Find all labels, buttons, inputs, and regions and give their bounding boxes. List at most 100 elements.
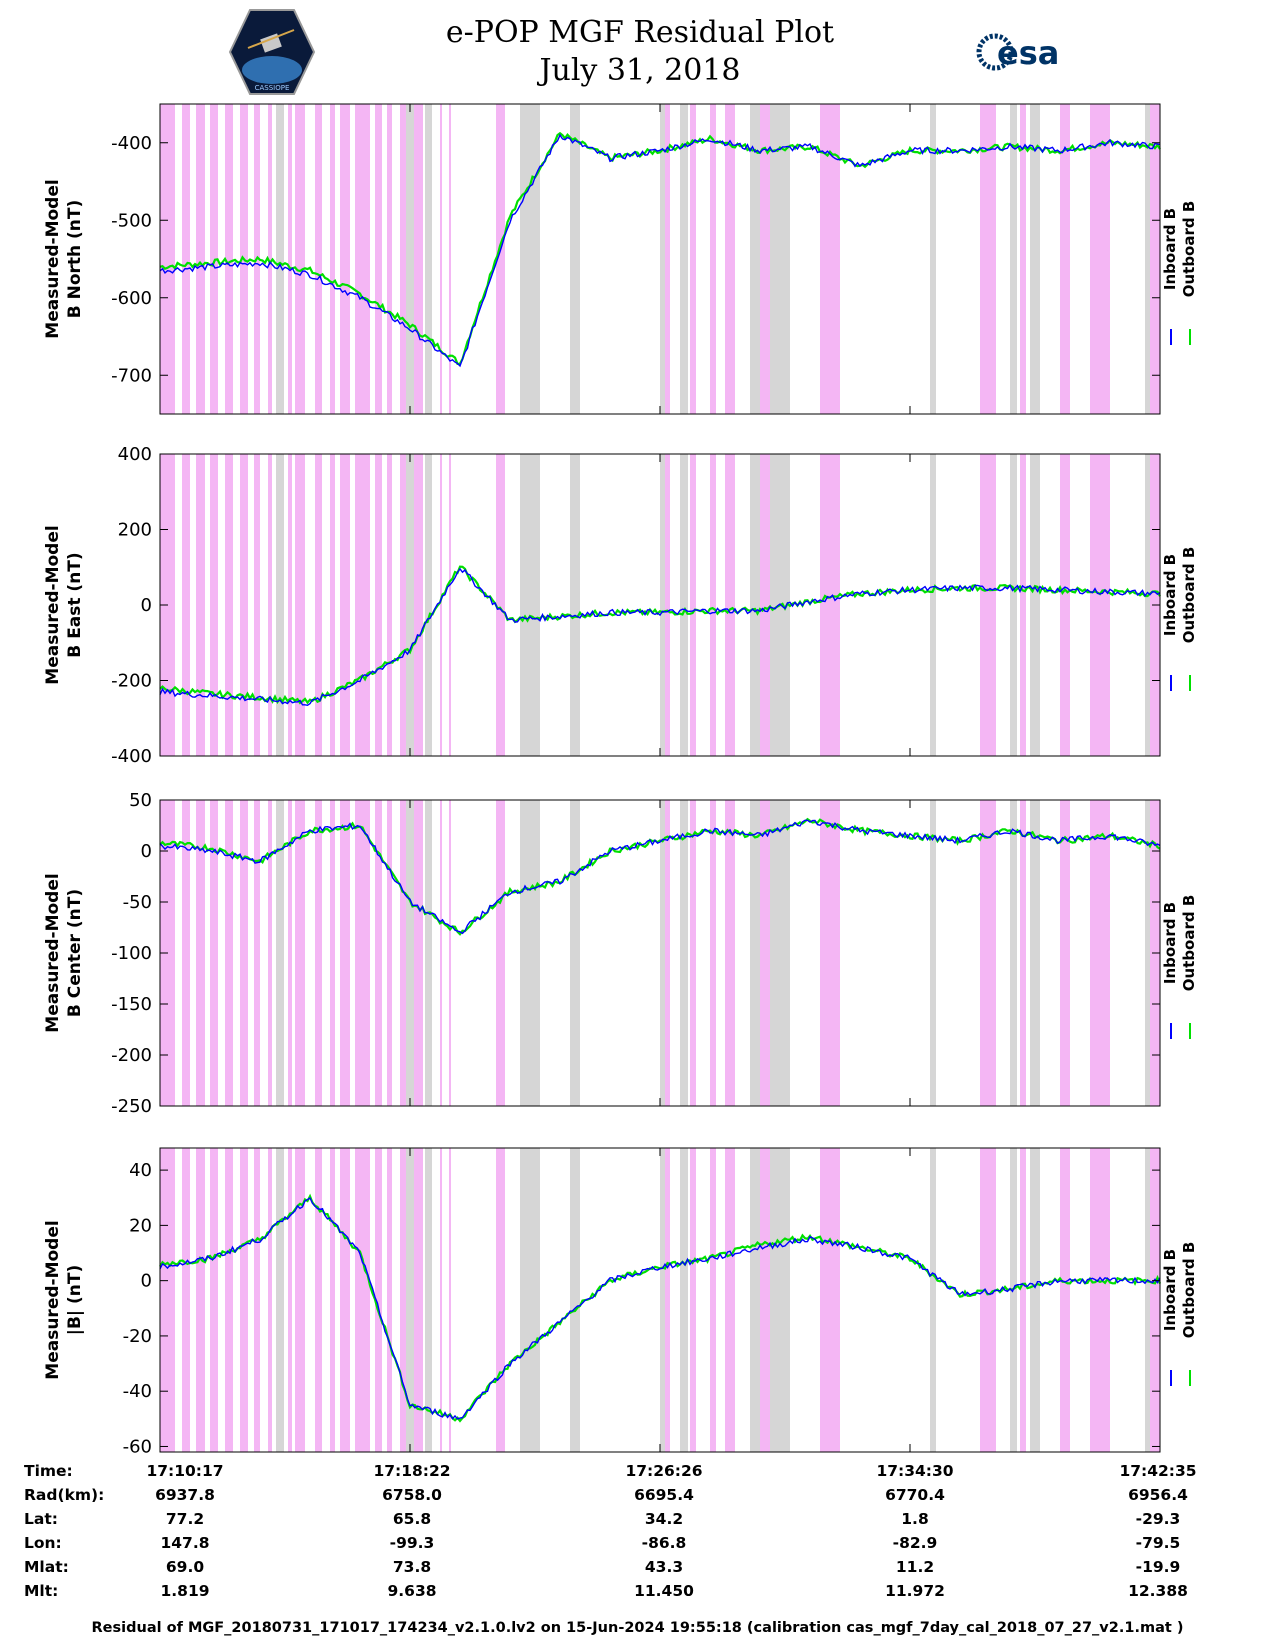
pink-band xyxy=(400,104,408,414)
gray-band xyxy=(660,104,665,414)
pink-band xyxy=(330,1148,335,1452)
pink-band xyxy=(288,800,292,1106)
info-cell: 11.972 xyxy=(885,1582,945,1600)
y-tick-label: 50 xyxy=(129,790,152,811)
pink-band xyxy=(1020,1148,1026,1452)
legend: Inboard BOutboard B xyxy=(1161,1242,1198,1339)
pink-band xyxy=(760,800,770,1106)
y-tick-label: 400 xyxy=(118,444,152,465)
info-cell: 43.3 xyxy=(644,1558,684,1576)
info-cell: 9.638 xyxy=(387,1582,437,1600)
pink-band xyxy=(710,1148,716,1452)
gray-band xyxy=(425,104,432,414)
y-tick-label: -40 xyxy=(123,1381,152,1402)
gray-band xyxy=(1145,104,1150,414)
gray-band xyxy=(1010,454,1017,756)
info-row-label: Mlt: xyxy=(24,1582,59,1600)
pink-band xyxy=(690,104,696,414)
pink-band xyxy=(182,454,190,756)
y-tick-label: -100 xyxy=(111,943,152,964)
info-cell: 17:26:26 xyxy=(625,1462,703,1480)
info-row-label: Lon: xyxy=(24,1534,62,1552)
info-row-label: Mlat: xyxy=(24,1558,69,1576)
inboard-series-line xyxy=(159,1196,1161,1420)
info-cell: 77.2 xyxy=(165,1510,205,1528)
gray-band xyxy=(1030,800,1040,1106)
pink-band xyxy=(820,800,840,1106)
pink-band xyxy=(690,1148,696,1452)
pink-band xyxy=(240,800,248,1106)
pink-band xyxy=(196,104,205,414)
gray-band xyxy=(1010,800,1017,1106)
pink-band xyxy=(1020,104,1026,414)
y-tick-label: -400 xyxy=(111,133,152,154)
info-cell: -99.3 xyxy=(389,1534,435,1552)
pink-band xyxy=(725,454,735,756)
pink-band xyxy=(449,454,451,756)
pink-band xyxy=(355,454,370,756)
pink-band xyxy=(210,1148,218,1452)
pink-band xyxy=(1060,454,1070,756)
inboard-series-line xyxy=(159,819,1161,935)
pink-band xyxy=(340,800,350,1106)
pink-band xyxy=(210,454,218,756)
panel-2: 400 200 0 -200 -400 Measured-Model B East (nT)… xyxy=(43,444,1198,767)
legend-inboard-label: Inboard B xyxy=(1161,1249,1179,1331)
y-tick-label: 0 xyxy=(141,841,152,862)
info-cell: 1.8 xyxy=(901,1510,929,1528)
svg-text:CASSIOPE: CASSIOPE xyxy=(255,84,290,92)
pink-band xyxy=(1060,1148,1070,1452)
y-tick-label: -700 xyxy=(111,365,152,386)
pink-band xyxy=(160,104,175,414)
pink-band xyxy=(1060,800,1070,1106)
pink-band xyxy=(268,454,272,756)
pink-band xyxy=(980,104,996,414)
gray-band xyxy=(750,1148,760,1452)
legend: Inboard BOutboard B xyxy=(1161,201,1198,298)
pink-band xyxy=(268,104,272,414)
pink-band xyxy=(690,454,696,756)
pink-band xyxy=(414,800,420,1106)
legend-inboard-label: Inboard B xyxy=(1161,902,1179,984)
info-cell: 17:42:35 xyxy=(1119,1462,1197,1480)
gray-band xyxy=(750,454,760,756)
pink-band xyxy=(375,1148,382,1452)
pink-band xyxy=(725,800,735,1106)
pink-band xyxy=(420,1148,423,1452)
gray-band xyxy=(570,104,580,414)
pink-band xyxy=(295,454,305,756)
pink-band xyxy=(760,454,770,756)
y-tick-label: 200 xyxy=(118,520,152,541)
gray-band xyxy=(660,454,665,756)
pink-band xyxy=(400,800,408,1106)
pink-band xyxy=(160,1148,175,1452)
info-cell: 6695.4 xyxy=(634,1486,694,1504)
gray-band xyxy=(406,800,414,1106)
info-cell: 17:18:22 xyxy=(373,1462,451,1480)
info-cell: -79.5 xyxy=(1135,1534,1181,1552)
gray-band xyxy=(520,800,540,1106)
y-axis-label-line2: B North (nT) xyxy=(65,200,85,319)
gray-band xyxy=(276,454,284,756)
info-cell: 65.8 xyxy=(392,1510,432,1528)
legend-outboard-label: Outboard B xyxy=(1180,547,1198,644)
y-axis-label: Measured-Model B North (nT) xyxy=(43,179,85,338)
gray-band xyxy=(1145,800,1150,1106)
gray-band xyxy=(520,104,540,414)
title-block: e-POP MGF Residual Plot July 31, 2018 xyxy=(400,14,880,90)
info-cell: -86.8 xyxy=(641,1534,687,1552)
pink-band xyxy=(440,454,442,756)
gray-band xyxy=(1030,454,1040,756)
gray-band xyxy=(406,454,414,756)
y-tick-label: -20 xyxy=(123,1326,152,1347)
chart-date: July 31, 2018 xyxy=(539,53,741,88)
y-axis-label: Measured-Model |B| (nT) xyxy=(43,1220,85,1379)
y-tick-label: -150 xyxy=(111,994,152,1015)
pink-band xyxy=(980,1148,996,1452)
info-cell: -82.9 xyxy=(892,1534,938,1552)
gray-band xyxy=(680,454,688,756)
pink-band xyxy=(254,1148,260,1452)
pink-band xyxy=(330,454,335,756)
info-cell: 6758.0 xyxy=(382,1486,442,1504)
